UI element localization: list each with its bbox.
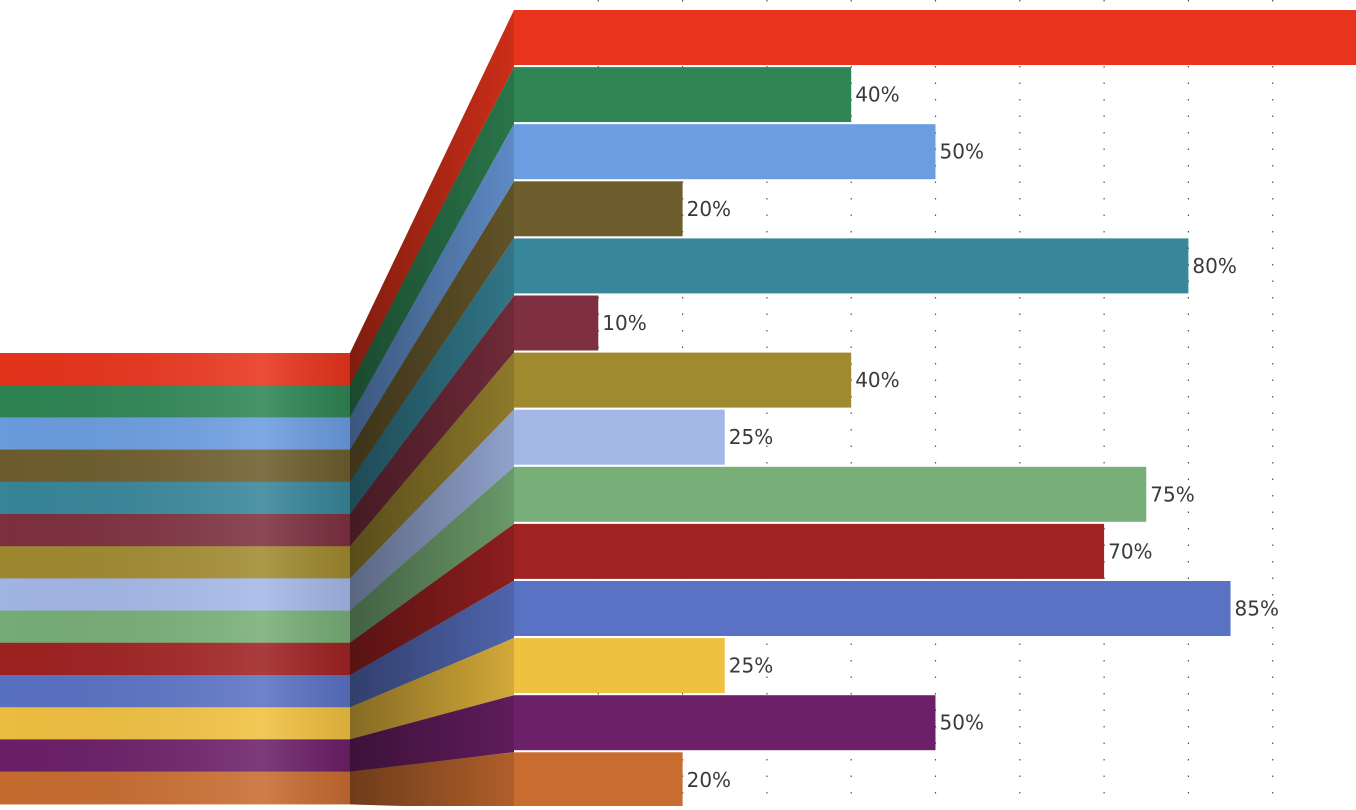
left-ribbon-shade-5: [0, 481, 350, 515]
bar-12: [514, 638, 725, 694]
bar-6: [514, 295, 599, 351]
bar-8: [514, 409, 725, 465]
value-label-7: 40%: [855, 368, 899, 392]
left-ribbon-shade-12: [0, 707, 350, 740]
left-ribbon-shade-11: [0, 675, 350, 708]
value-label-4: 20%: [687, 197, 731, 221]
left-ribbon-stack: [0, 353, 350, 805]
left-ribbon-shade-6: [0, 514, 350, 547]
left-ribbon-shade-1: [0, 353, 350, 386]
bar-10: [514, 523, 1105, 579]
value-label-8: 25%: [729, 425, 773, 449]
ramp-ribbon-shade-8: [350, 409, 514, 612]
left-ribbon-shade-13: [0, 739, 350, 773]
ramp-ribbon-shade-9: [350, 466, 514, 644]
value-label-6: 10%: [602, 311, 646, 335]
bar-14: [514, 752, 683, 808]
ramp-ribbon-shade-10: [350, 523, 514, 676]
ramp-ribbon-shade-1: [350, 10, 514, 386]
value-label-10: 70%: [1108, 539, 1152, 563]
ramp-ribbon-shade-7: [350, 352, 514, 579]
left-ribbon-shade-2: [0, 385, 350, 418]
left-ribbon-shade-3: [0, 417, 350, 451]
bar-1: [514, 10, 1356, 65]
bar-3: [514, 124, 936, 180]
ramp-ribbon-shade-3: [350, 124, 514, 451]
ramp-ribbon-stack: [350, 10, 514, 810]
bar-11: [514, 581, 1231, 636]
bar-13: [514, 695, 936, 751]
bar-7: [514, 352, 852, 408]
bar-9: [514, 466, 1147, 522]
bar-4: [514, 181, 683, 237]
value-label-13: 50%: [940, 711, 984, 735]
value-label-2: 40%: [855, 83, 899, 107]
ramp-ribbon-shade-13: [350, 695, 514, 773]
value-label-11: 85%: [1235, 597, 1279, 621]
ramp-ribbon-shade-6: [350, 295, 514, 547]
left-ribbon-shade-9: [0, 610, 350, 644]
ramp-ribbon-shade-11: [350, 581, 514, 708]
value-label-12: 25%: [729, 654, 773, 678]
bars: [514, 10, 1356, 808]
ramp-ribbon-shade-12: [350, 638, 514, 740]
left-ribbon-shade-10: [0, 642, 350, 676]
bar-2: [514, 67, 852, 123]
ramp-ribbon-shade-4: [350, 181, 514, 483]
value-label-3: 50%: [940, 140, 984, 164]
value-labels: 40% 50% 20% 80% 10% 40% 25% 75% 70% 85% 25% 50% 20%: [602, 83, 1279, 792]
value-label-14: 20%: [687, 768, 731, 792]
ramp-ribbon-shade-5: [350, 238, 514, 515]
bar-5: [514, 238, 1189, 294]
left-ribbon-shade-4: [0, 449, 350, 483]
value-label-5: 80%: [1192, 254, 1236, 278]
left-ribbon-shade-8: [0, 578, 350, 612]
ramp-ribbon-shade-2: [350, 67, 514, 418]
value-label-9: 75%: [1150, 482, 1194, 506]
left-ribbon-shade-7: [0, 546, 350, 579]
ramp-ribbon-shade-14: [350, 752, 514, 810]
left-ribbon-shade-14: [0, 771, 350, 805]
